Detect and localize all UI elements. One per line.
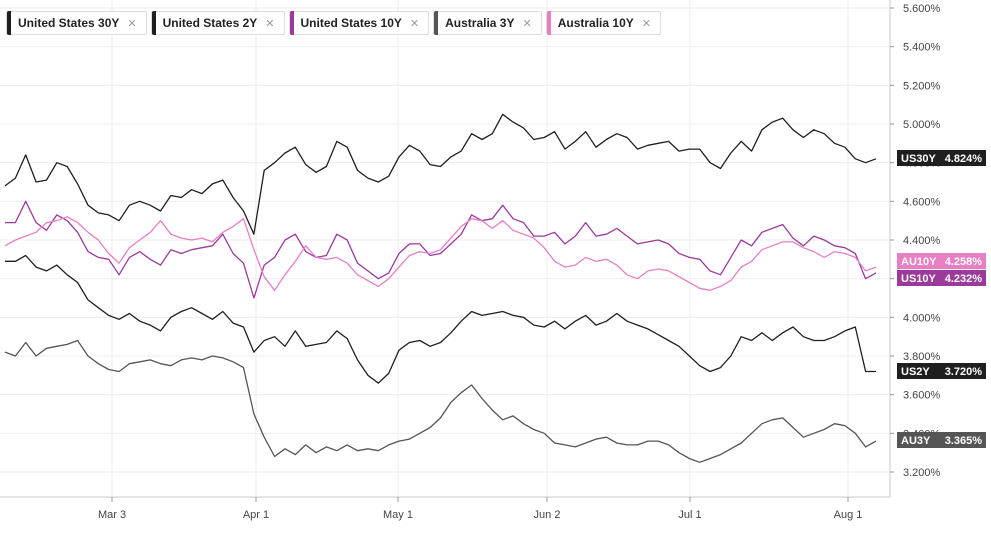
close-icon[interactable]: ✕	[522, 17, 532, 30]
legend-swatch	[546, 11, 551, 35]
y-tick-label: 5.000%	[903, 119, 941, 131]
series-line-us10y	[5, 200, 877, 299]
legend-swatch	[7, 11, 11, 35]
y-tick-label: 5.600%	[903, 3, 941, 15]
last-value-tag-au10y	[897, 253, 986, 269]
x-axis-ticks: Mar 3 Apr 1 May 1 Jun 2 Jul 1 Aug 1	[98, 497, 862, 521]
legend-label: United States 30Y	[18, 16, 120, 30]
y-tick-label: 5.200%	[903, 80, 941, 92]
y-axis-ticks: 5.600%5.400%5.200%5.000%4.800%4.600%4.40…	[890, 3, 941, 479]
last-value-tag-name: AU10Y	[901, 256, 937, 268]
last-value-tag-us2y	[897, 363, 986, 379]
last-value-tag-us30y	[897, 150, 986, 166]
last-value-tag-name: US2Y	[901, 366, 930, 378]
last-value-tag-name: US10Y	[901, 273, 937, 285]
legend-chip-us2y[interactable]: United States 2Y ✕	[150, 11, 285, 35]
y-tick-label: 4.400%	[903, 235, 941, 247]
legend-chip-us30y[interactable]: United States 30Y ✕	[6, 11, 147, 35]
last-value-tag-name: AU3Y	[901, 435, 931, 447]
series-line-us2y	[5, 254, 876, 384]
legend-chip-au10y[interactable]: Australia 10Y ✕	[545, 11, 661, 35]
legend-swatch	[151, 11, 156, 35]
legend-chip-au3y[interactable]: Australia 3Y ✕	[433, 11, 542, 35]
y-tick-label: 5.400%	[903, 42, 941, 54]
last-value-tag-value: 4.232%	[945, 273, 983, 285]
y-tick-label: 3.800%	[903, 351, 941, 363]
close-icon[interactable]: ✕	[127, 17, 137, 30]
legend-swatch	[434, 11, 439, 35]
x-tick-label: May 1	[383, 509, 413, 521]
series-lines	[4, 113, 877, 463]
last-value-tag-value: 3.365%	[945, 435, 983, 447]
legend: United States 30Y ✕ United States 2Y ✕ Unite…	[6, 11, 661, 37]
last-value-tag-value: 4.824%	[945, 153, 983, 165]
x-tick-label: Apr 1	[243, 509, 269, 521]
close-icon[interactable]: ✕	[641, 17, 651, 30]
x-tick-label: Jul 1	[678, 509, 701, 521]
y-tick-label: 3.600%	[903, 390, 941, 402]
close-icon[interactable]: ✕	[265, 17, 275, 30]
x-tick-label: Jun 2	[534, 509, 561, 521]
close-icon[interactable]: ✕	[409, 17, 420, 30]
grid-lines	[0, 0, 890, 497]
last-value-tag-name: US30Y	[901, 153, 937, 165]
y-tick-label: 4.000%	[903, 312, 941, 324]
legend-label: Australia 3Y	[445, 16, 515, 30]
y-tick-label: 3.200%	[903, 467, 941, 479]
x-tick-label: Aug 1	[834, 509, 863, 521]
last-value-tag-value: 4.258%	[945, 256, 983, 268]
legend-label: Australia 10Y	[557, 16, 634, 30]
last-value-tag-au3y	[897, 432, 986, 448]
series-line-au10y	[4, 216, 877, 291]
x-tick-label: Mar 3	[98, 509, 126, 521]
series-line-au3y	[4, 339, 877, 463]
y-tick-label: 4.600%	[903, 196, 941, 208]
last-value-tags: US30Y 4.824% US2Y 3.720% US10Y 4.232% AU3Y 3.36…	[897, 150, 986, 448]
series-line-us30y	[4, 113, 877, 235]
legend-label: United States 2Y	[162, 16, 258, 30]
legend-chip-us10y[interactable]: United States 10Y ✕	[288, 11, 430, 35]
last-value-tag-us10y	[897, 270, 986, 286]
legend-swatch	[289, 11, 294, 35]
last-value-tag-value: 3.720%	[945, 366, 983, 378]
legend-label: United States 10Y	[300, 16, 402, 30]
